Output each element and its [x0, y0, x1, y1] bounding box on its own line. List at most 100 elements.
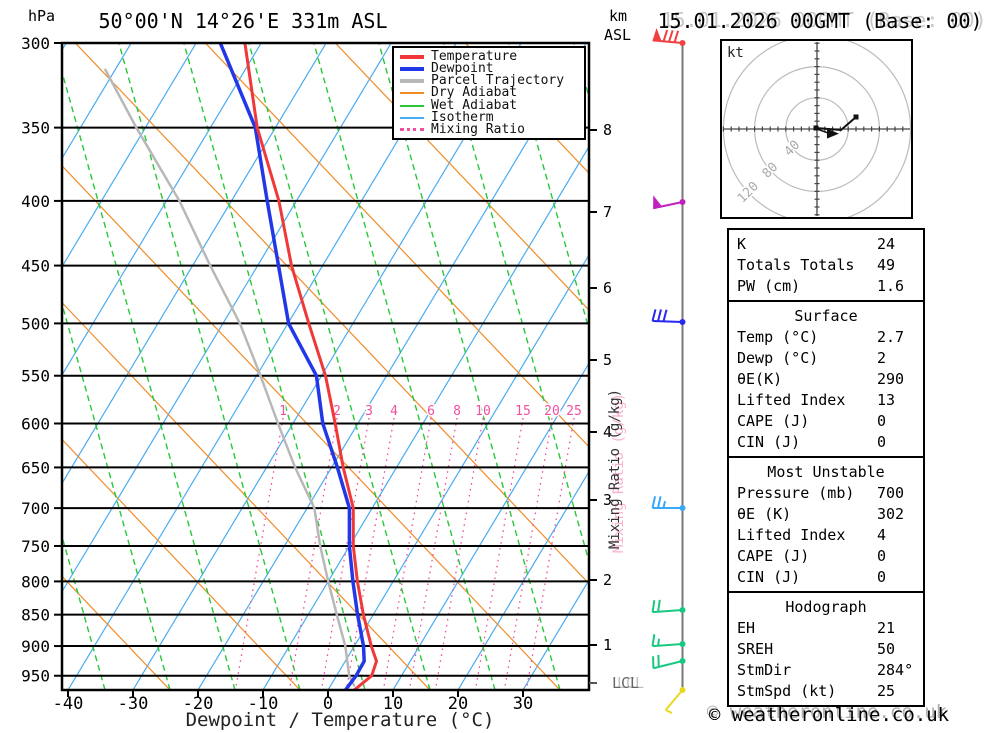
wind-barb	[652, 195, 686, 210]
pressure-tick-label: 650	[21, 458, 50, 477]
stats-label: Totals Totals	[737, 256, 855, 274]
km-tick-label: 2	[603, 571, 612, 589]
barb-flag	[652, 27, 662, 42]
mixing-ratio-value-label: 6	[427, 404, 435, 419]
stats-box: Most Unstable Pressure (mb) 700 θE (K) 302 Li…	[727, 456, 925, 593]
pressure-tick-label: 800	[21, 572, 50, 591]
stats-row: Temp (°C) 2.7	[737, 327, 923, 348]
legend-item-label: Isotherm	[431, 109, 494, 125]
barb-half-tick	[657, 638, 661, 646]
km-axis-unit-label: km	[609, 7, 627, 25]
dewpoint-curve	[218, 44, 366, 689]
hodograph-trace	[815, 116, 857, 132]
mixing-ratio-line	[435, 417, 484, 689]
isotherm-line	[63, 44, 197, 267]
barb-full-tick	[657, 309, 662, 322]
legend-swatch-dotted	[400, 128, 424, 132]
stats-value: 50	[877, 640, 896, 658]
wet-adiabat-line	[183, 44, 366, 689]
station-title: 50°00'N 14°26'E 331m ASL	[99, 9, 388, 33]
mixing-ratio-line	[526, 417, 575, 689]
barb-full-tick	[651, 496, 657, 509]
barb-full-tick	[657, 599, 661, 612]
legend-swatch-thick	[400, 79, 424, 84]
hodograph-unit-label: kt	[727, 45, 744, 61]
stats-value: 700	[877, 484, 905, 502]
legend-item: Parcel Trajectory	[400, 73, 580, 89]
temp-tick-label: 20	[448, 694, 468, 714]
stats-label: CIN (J)	[737, 568, 801, 586]
km-tick-label: 8	[603, 121, 612, 139]
dry-adiabat-line	[75, 44, 588, 584]
barb-shaft	[652, 643, 683, 648]
wet-adiabat-line	[313, 44, 496, 689]
km-axis-unit-label2: ASL	[604, 26, 631, 44]
wind-barb	[665, 687, 686, 715]
temp-tick-label: -30	[118, 694, 149, 714]
barb-staff-dot	[679, 607, 686, 613]
legend-swatch-thin	[400, 104, 424, 107]
storm-motion-arrowhead	[826, 128, 839, 139]
mixing-ratio-value-label: 15	[515, 404, 531, 419]
barb-full-tick	[657, 496, 662, 509]
temp-tick-label: -10	[248, 694, 279, 714]
legend-swatch-thick	[400, 67, 424, 72]
isotherm-line	[0, 43, 1, 690]
stats-row: EH 21	[737, 618, 923, 639]
mixing-ratio-value-label: 1	[279, 404, 287, 419]
legend-item-label: Temperature	[431, 49, 518, 64]
legend-item: Dewpoint	[400, 62, 580, 75]
barb-shaft	[652, 609, 683, 614]
stats-section-title: Most Unstable	[767, 463, 885, 481]
stats-row: StmSpd (kt) 25	[737, 681, 923, 702]
mixing-ratio-value-label: 4	[390, 404, 398, 419]
mixing-ratio-value-label: 10	[475, 404, 491, 419]
mixing-ratio-value-label: 3	[365, 404, 373, 419]
legend-item-label: Parcel Trajectory	[431, 73, 565, 89]
temp-tick-label: 10	[383, 694, 403, 714]
lcl-marker-label-shadow: LCL	[617, 674, 644, 692]
stats-value: 0	[877, 433, 887, 451]
km-tick-label: 1	[603, 636, 612, 654]
legend-item: Wet Adiabat	[400, 99, 580, 112]
barb-flag	[653, 195, 662, 209]
legend-item-label: Dry Adiabat	[431, 85, 518, 101]
wind-barb	[651, 309, 686, 325]
pressure-unit-label: hPa	[28, 7, 55, 25]
legend-item: Mixing Ratio	[400, 121, 580, 137]
wind-barb	[651, 496, 686, 511]
wind-barb	[652, 654, 686, 670]
stats-value: 290	[877, 370, 905, 388]
legend-swatch-thin	[400, 92, 424, 95]
stats-row: CIN (J) 0	[737, 432, 923, 453]
stats-label: Pressure (mb)	[737, 484, 855, 502]
mixing-ratio-line	[504, 417, 553, 689]
temp-tick-label: 0	[323, 694, 333, 714]
legend-swatch-thick	[400, 55, 424, 59]
mixing-ratio-line	[409, 417, 458, 689]
stats-row: Lifted Index 4	[737, 525, 923, 546]
mixing-ratio-axis-label: Mixing Ratio (g/kg)	[607, 389, 623, 549]
km-tick-label: 3	[603, 491, 612, 509]
legend-item-label: Mixing Ratio	[431, 121, 525, 137]
barb-staff-dot	[679, 687, 686, 693]
barb-half-tick	[665, 709, 673, 715]
sounding-curves	[104, 44, 378, 689]
stats-value: 49	[877, 256, 896, 274]
km-tick-label: 4	[603, 423, 612, 441]
mixing-ratio-line	[289, 417, 338, 689]
stats-value: 0	[877, 412, 887, 430]
wet-adiabat-line	[118, 44, 301, 689]
axis-ticks-and-labels: 3003504004505005506006507007508008509009…	[21, 34, 612, 714]
barb-staff-dot	[679, 505, 686, 511]
legend-swatch-thin	[400, 116, 424, 119]
km-tick-label: 5	[603, 351, 612, 369]
barb-shaft	[652, 39, 683, 44]
stats-label: K	[737, 235, 747, 253]
stats-value: 1.6	[877, 277, 905, 295]
barb-staff-dot	[679, 199, 686, 205]
stats-value: 24	[877, 235, 896, 253]
barb-full-tick	[662, 309, 668, 322]
stats-value: 284°	[877, 661, 914, 679]
pressure-tick-label: 500	[21, 314, 50, 333]
